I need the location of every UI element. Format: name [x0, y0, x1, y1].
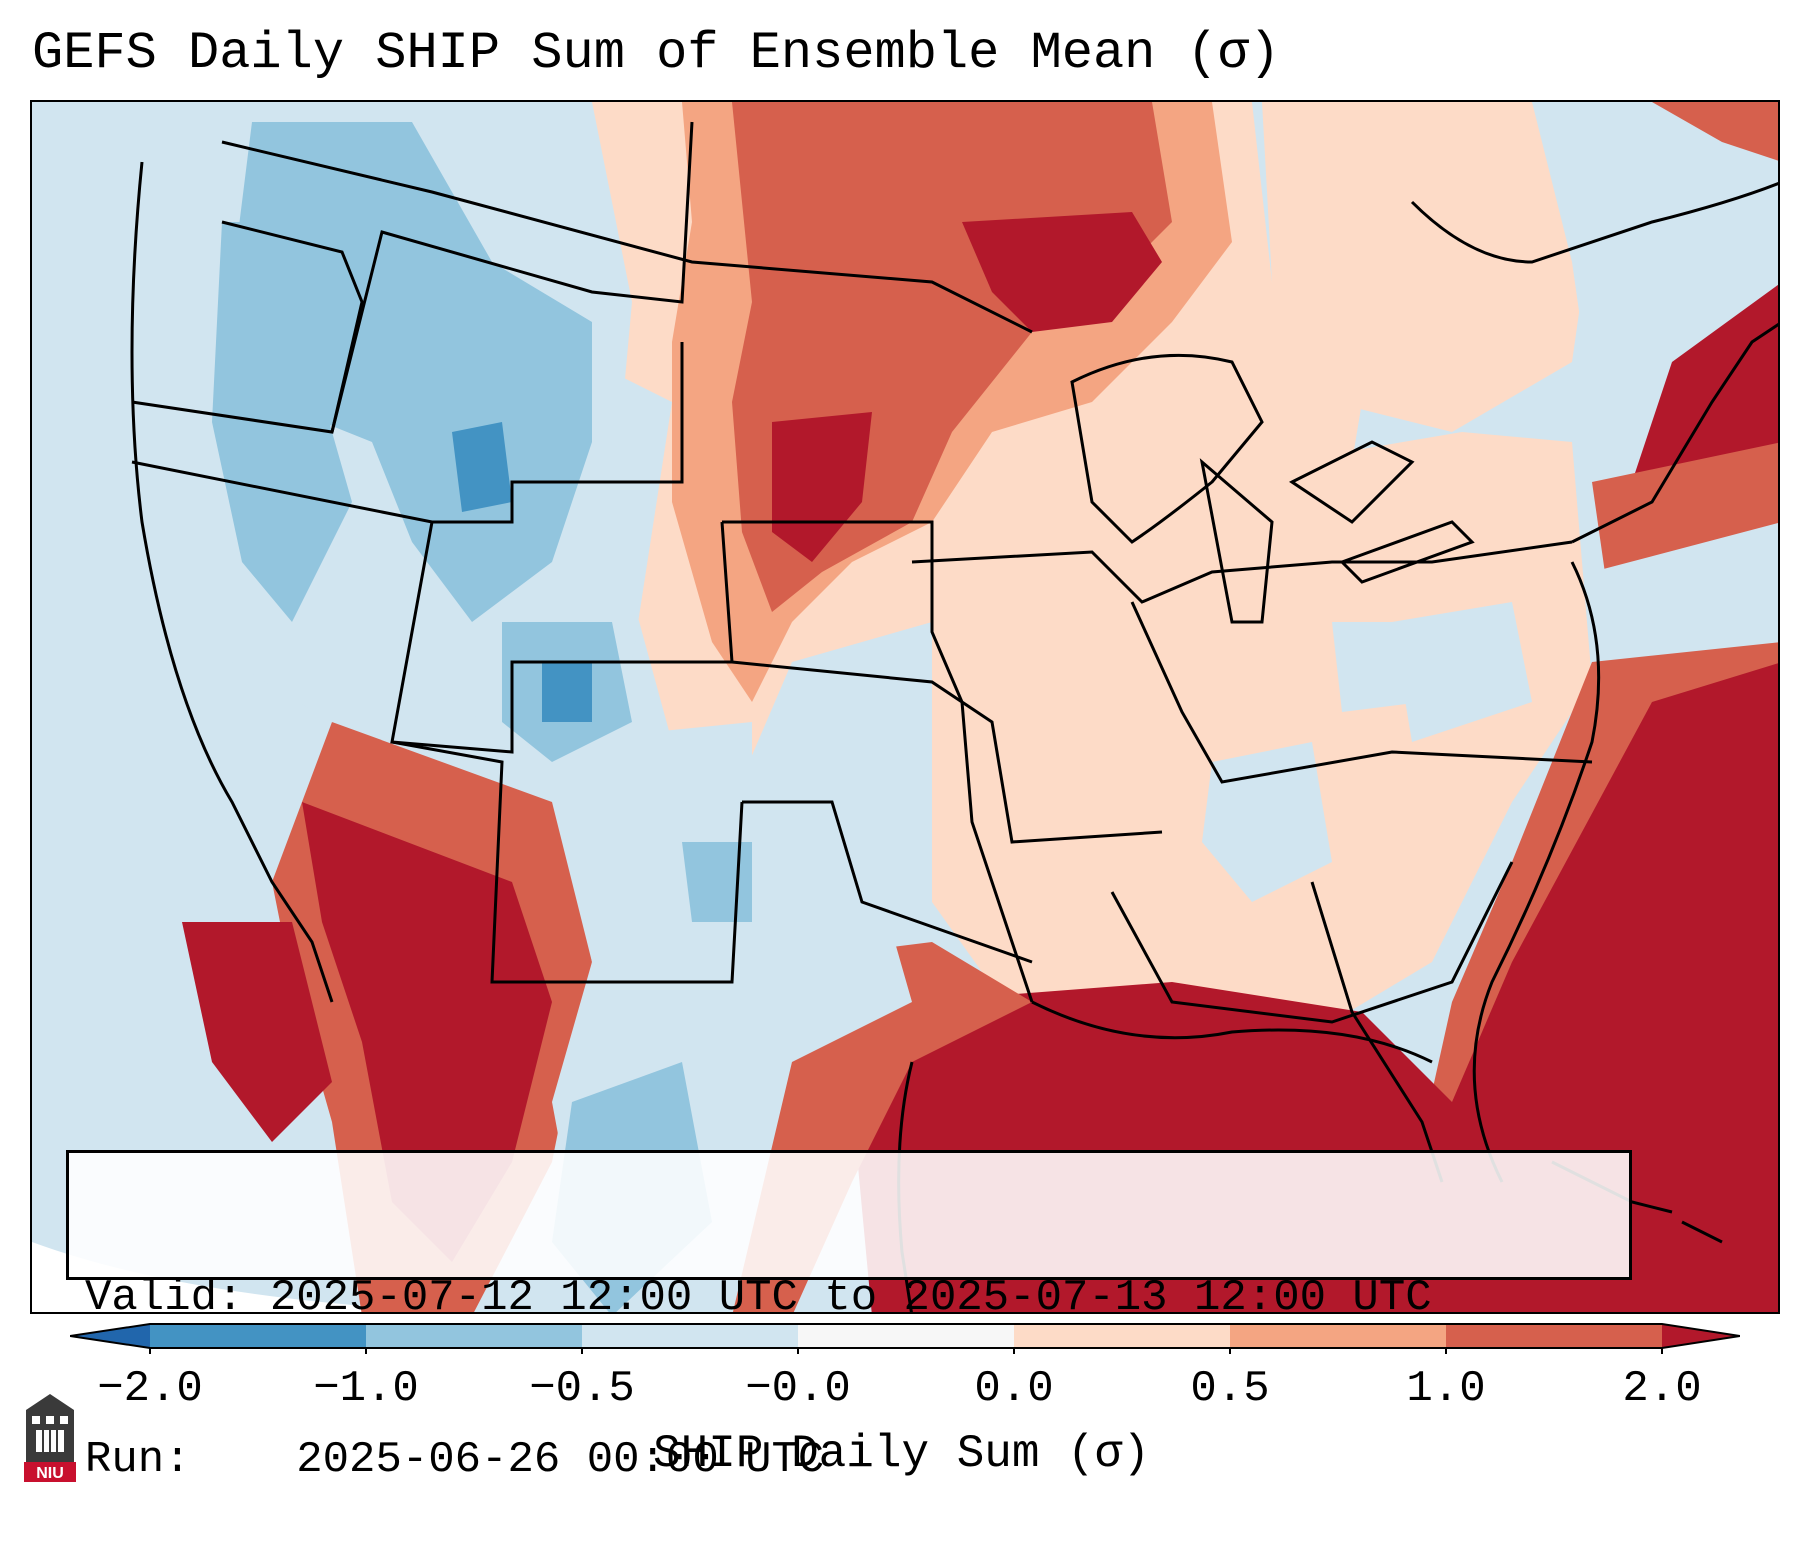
idaho-montana-border [330, 121, 694, 433]
run-row: Run: 2025-06-26 00:00 UTC [85, 1433, 1613, 1487]
anomaly-map [32, 102, 1778, 1312]
colorbar-segment-3 [798, 1324, 1014, 1348]
kansas-missouri-border [731, 660, 1163, 844]
warm-anomaly-dakotas [772, 412, 872, 562]
southeast-border [1110, 861, 1514, 1024]
colorbar-tick-label: 2.0 [1622, 1364, 1702, 1414]
colorbar [70, 1323, 1740, 1354]
valid-run-info-box: Valid: 2025-07-12 12:00 UTC to 2025-07-1… [66, 1150, 1632, 1485]
cool-anomaly-carolinas [1202, 742, 1332, 902]
nevada-wyoming-border [131, 342, 684, 524]
colorbar-tick-label: −0.5 [529, 1364, 635, 1414]
lake-michigan [1199, 458, 1274, 624]
cool-anomaly-colorado-core [542, 662, 592, 722]
warm-anomaly-minnesota [962, 212, 1162, 332]
colorbar-tick-label: −0.0 [745, 1364, 851, 1414]
run-value: 2025-06-26 00:00 UTC [296, 1435, 825, 1485]
colorbar-segment-2 [582, 1324, 798, 1348]
chart-title: GEFS Daily SHIP Sum of Ensemble Mean (σ) [32, 24, 1281, 83]
lake-huron [1289, 440, 1415, 524]
colorbar-extend-high [1662, 1324, 1740, 1348]
kentucky-tennessee-border [1130, 601, 1593, 784]
cool-anomaly-west-texas [682, 842, 752, 922]
warm-anomaly-baja [182, 922, 332, 1142]
colorbar-segment-1 [366, 1324, 582, 1348]
gulf-coastline [1031, 1000, 1433, 1064]
arizona-newmexico-border [391, 740, 744, 984]
colorbar-ticks [149, 1348, 1663, 1354]
colorbar-segment-0 [150, 1324, 366, 1348]
colorbar-tick-label: 0.5 [1190, 1364, 1270, 1414]
iowa-illinois-ohio-border [911, 540, 1573, 604]
lake-erie [1339, 520, 1475, 584]
warm-anomaly-mexico [302, 802, 552, 1262]
great-lakes-superior [1070, 353, 1264, 544]
niu-logo-icon: NIU [24, 1394, 76, 1482]
domain-edge-left [32, 1242, 458, 1312]
colorbar-tick-label: −2.0 [97, 1364, 203, 1414]
colorbar-segment-5 [1230, 1324, 1446, 1348]
colorbar-tick-label: 1.0 [1406, 1364, 1486, 1414]
cool-anomaly-oregon [212, 222, 352, 622]
cool-anomaly-wyoming [452, 422, 512, 512]
colorbar-extend-low [70, 1324, 150, 1348]
cool-anomaly-mid-atlantic [1332, 622, 1432, 712]
valid-label: Valid: [85, 1273, 244, 1323]
colorbar-label: SHIP Daily Sum (σ) [653, 1428, 1150, 1480]
hispaniola-outline [1681, 1220, 1723, 1244]
run-label: Run: [85, 1435, 191, 1485]
state-boundaries [130, 121, 1778, 1312]
atlantic-coastline [1472, 561, 1601, 1183]
colorbar-segment-6 [1446, 1324, 1662, 1348]
canada-east-coast [1410, 181, 1778, 264]
oklahoma-border [742, 800, 1033, 964]
utah-colorado-border [390, 521, 734, 754]
colorbar-segment-4 [1014, 1324, 1230, 1348]
colorbar-tick-label: −1.0 [313, 1364, 419, 1414]
map-frame [30, 100, 1780, 1314]
oregon-washington-border [131, 220, 364, 434]
warm-anomaly-ontario [1262, 102, 1592, 432]
colorbar-tick-label: 0.0 [974, 1364, 1054, 1414]
valid-value: 2025-07-12 12:00 UTC to 2025-07-13 12:00… [269, 1273, 1432, 1323]
pacific-coastline [130, 161, 334, 1003]
warm-anomaly-far-northeast [1652, 102, 1778, 161]
logo-text: NIU [36, 1465, 64, 1482]
cool-anomaly-quebec [1532, 102, 1778, 402]
canada-border [221, 140, 1033, 334]
valid-row: Valid: 2025-07-12 12:00 UTC to 2025-07-1… [85, 1271, 1613, 1325]
warm-anomaly-atlantic-strong [1452, 663, 1778, 1312]
northeast-coastline [1571, 322, 1778, 544]
